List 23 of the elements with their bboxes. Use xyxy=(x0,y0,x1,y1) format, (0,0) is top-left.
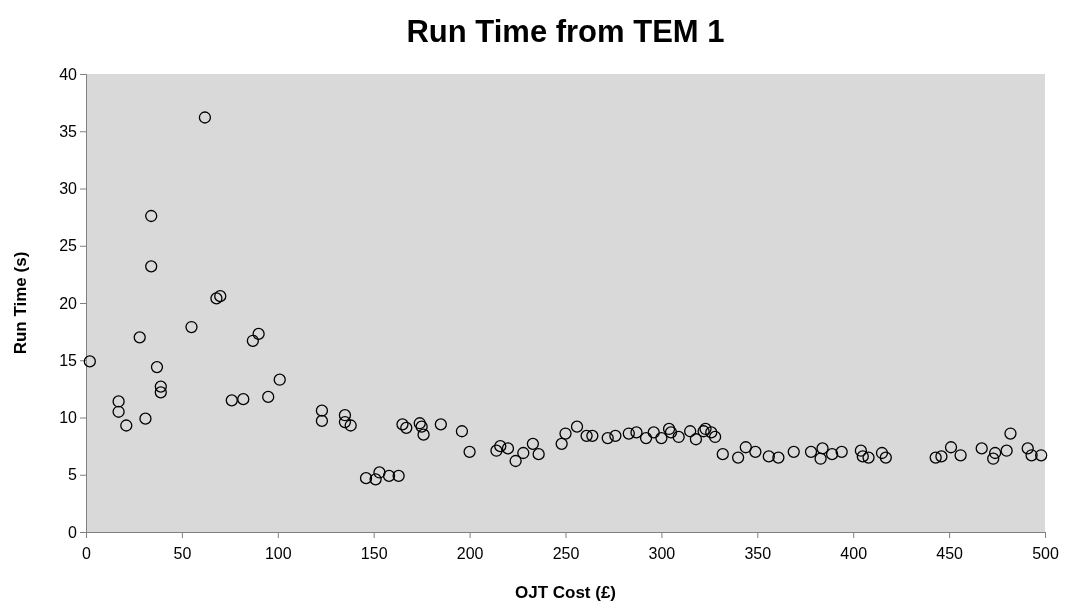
x-tick-label: 300 xyxy=(648,544,676,562)
y-tick-label: 15 xyxy=(59,351,78,369)
x-tick-label: 450 xyxy=(936,544,964,562)
x-tick-label: 0 xyxy=(82,544,92,562)
y-tick-label: 40 xyxy=(59,65,78,83)
y-axis-title: Run Time (s) xyxy=(11,251,30,355)
y-tick-label: 25 xyxy=(59,237,78,255)
chart-title: Run Time from TEM 1 xyxy=(406,14,725,49)
x-tick-label: 100 xyxy=(264,544,292,562)
y-tick-label: 35 xyxy=(59,122,78,140)
x-tick-label: 150 xyxy=(360,544,388,562)
y-tick-label: 0 xyxy=(68,523,78,541)
x-tick-label: 50 xyxy=(173,544,192,562)
y-tick-label: 20 xyxy=(59,294,78,312)
x-tick-label: 350 xyxy=(744,544,772,562)
x-tick-label: 250 xyxy=(552,544,580,562)
y-tick-label: 10 xyxy=(59,409,78,427)
x-tick-label: 500 xyxy=(1032,544,1059,562)
y-tick-label: 5 xyxy=(68,466,78,484)
x-tick-label: 400 xyxy=(840,544,868,562)
x-axis-title: OJT Cost (£) xyxy=(514,583,617,602)
x-tick-label: 200 xyxy=(456,544,484,562)
y-tick-label: 30 xyxy=(59,180,78,198)
